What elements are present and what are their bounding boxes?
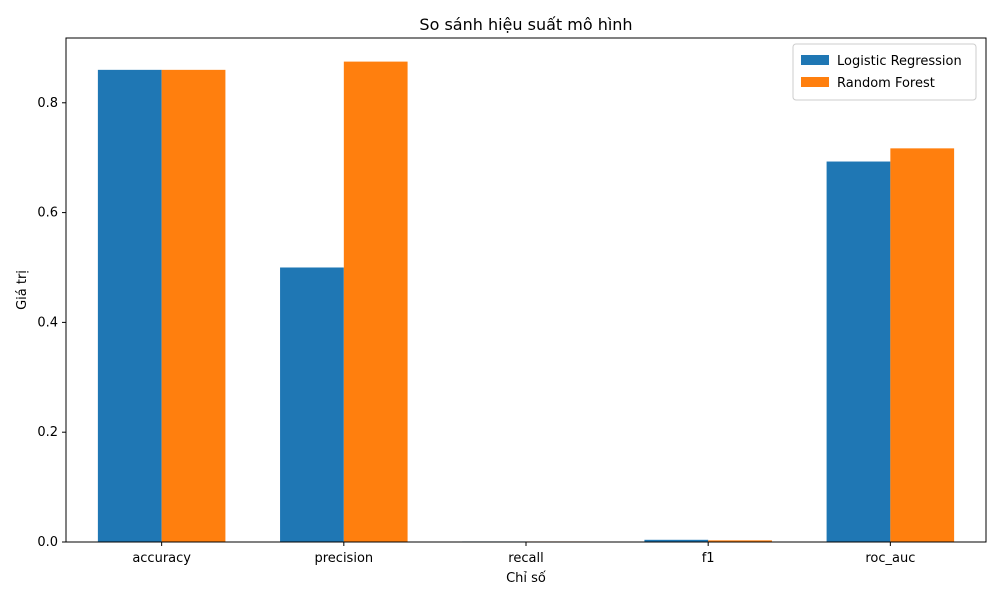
chart-title: So sánh hiệu suất mô hình [419,15,632,34]
bars-group [97,61,955,542]
bar-logistic-regression-roc_auc [826,161,891,542]
bar-random-forest-f1 [708,540,772,542]
y-tick-label: 0.0 [37,535,58,550]
bar-random-forest-accuracy [161,69,226,542]
x-tick-label-precision: precision [314,551,373,566]
x-tick-label-roc_auc: roc_auc [865,551,915,566]
x-axis: accuracy precision recall f1 roc_auc [132,542,915,566]
legend: Logistic Regression Random Forest [792,43,977,101]
y-tick-label: 0.8 [37,96,58,111]
bar-logistic-regression-f1 [644,539,709,542]
bar-random-forest-precision [343,61,408,542]
legend-box [792,43,977,101]
y-axis-label: Giá trị [15,270,30,310]
x-tick-label-recall: recall [508,551,543,566]
legend-swatch [801,77,829,87]
bar-logistic-regression-accuracy [97,69,162,542]
legend-label: Logistic Regression [837,54,962,69]
y-tick-label: 0.4 [37,315,58,330]
y-tick-label: 0.2 [37,425,58,440]
bar-logistic-regression-precision [280,267,344,542]
y-axis: 0.0 0.2 0.4 0.6 0.8 [37,96,66,550]
bar-random-forest-roc_auc [890,148,955,542]
legend-label: Random Forest [837,76,935,91]
x-tick-label-accuracy: accuracy [132,551,191,566]
x-axis-label: Chỉ số [506,571,546,586]
legend-swatch [801,55,829,65]
plot-frame [65,37,987,543]
x-tick-label-f1: f1 [702,551,715,566]
y-tick-label: 0.6 [37,206,58,221]
